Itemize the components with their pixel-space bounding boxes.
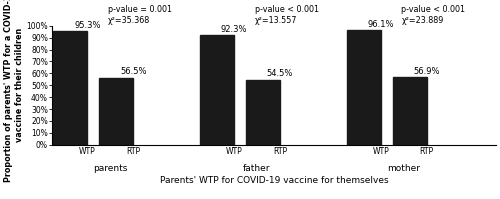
Text: p-value = 0.001
χ²=35.368: p-value = 0.001 χ²=35.368 [108,5,172,25]
Text: 96.1%: 96.1% [368,20,394,29]
Y-axis label: Proportion of parents' WTP for a COVID-19
vaccine for their children: Proportion of parents' WTP for a COVID-1… [4,0,24,182]
Bar [200,35,234,145]
Text: parents: parents [93,164,128,173]
Text: p-value < 0.001
χ²=23.889: p-value < 0.001 χ²=23.889 [402,5,466,25]
Text: 56.5%: 56.5% [120,67,146,76]
Bar [393,77,426,145]
Bar [346,30,380,145]
Text: father: father [244,164,271,173]
Text: mother: mother [387,164,420,173]
X-axis label: Parents' WTP for COVID-19 vaccine for themselves: Parents' WTP for COVID-19 vaccine for th… [160,176,388,185]
Text: p-value < 0.001
χ²=13.557: p-value < 0.001 χ²=13.557 [254,5,318,25]
Text: 95.3%: 95.3% [74,21,101,30]
Bar [100,77,134,145]
Bar [246,80,280,145]
Text: 54.5%: 54.5% [267,69,293,78]
Bar [54,31,88,145]
Text: 56.9%: 56.9% [414,67,440,76]
Text: 92.3%: 92.3% [220,24,247,33]
